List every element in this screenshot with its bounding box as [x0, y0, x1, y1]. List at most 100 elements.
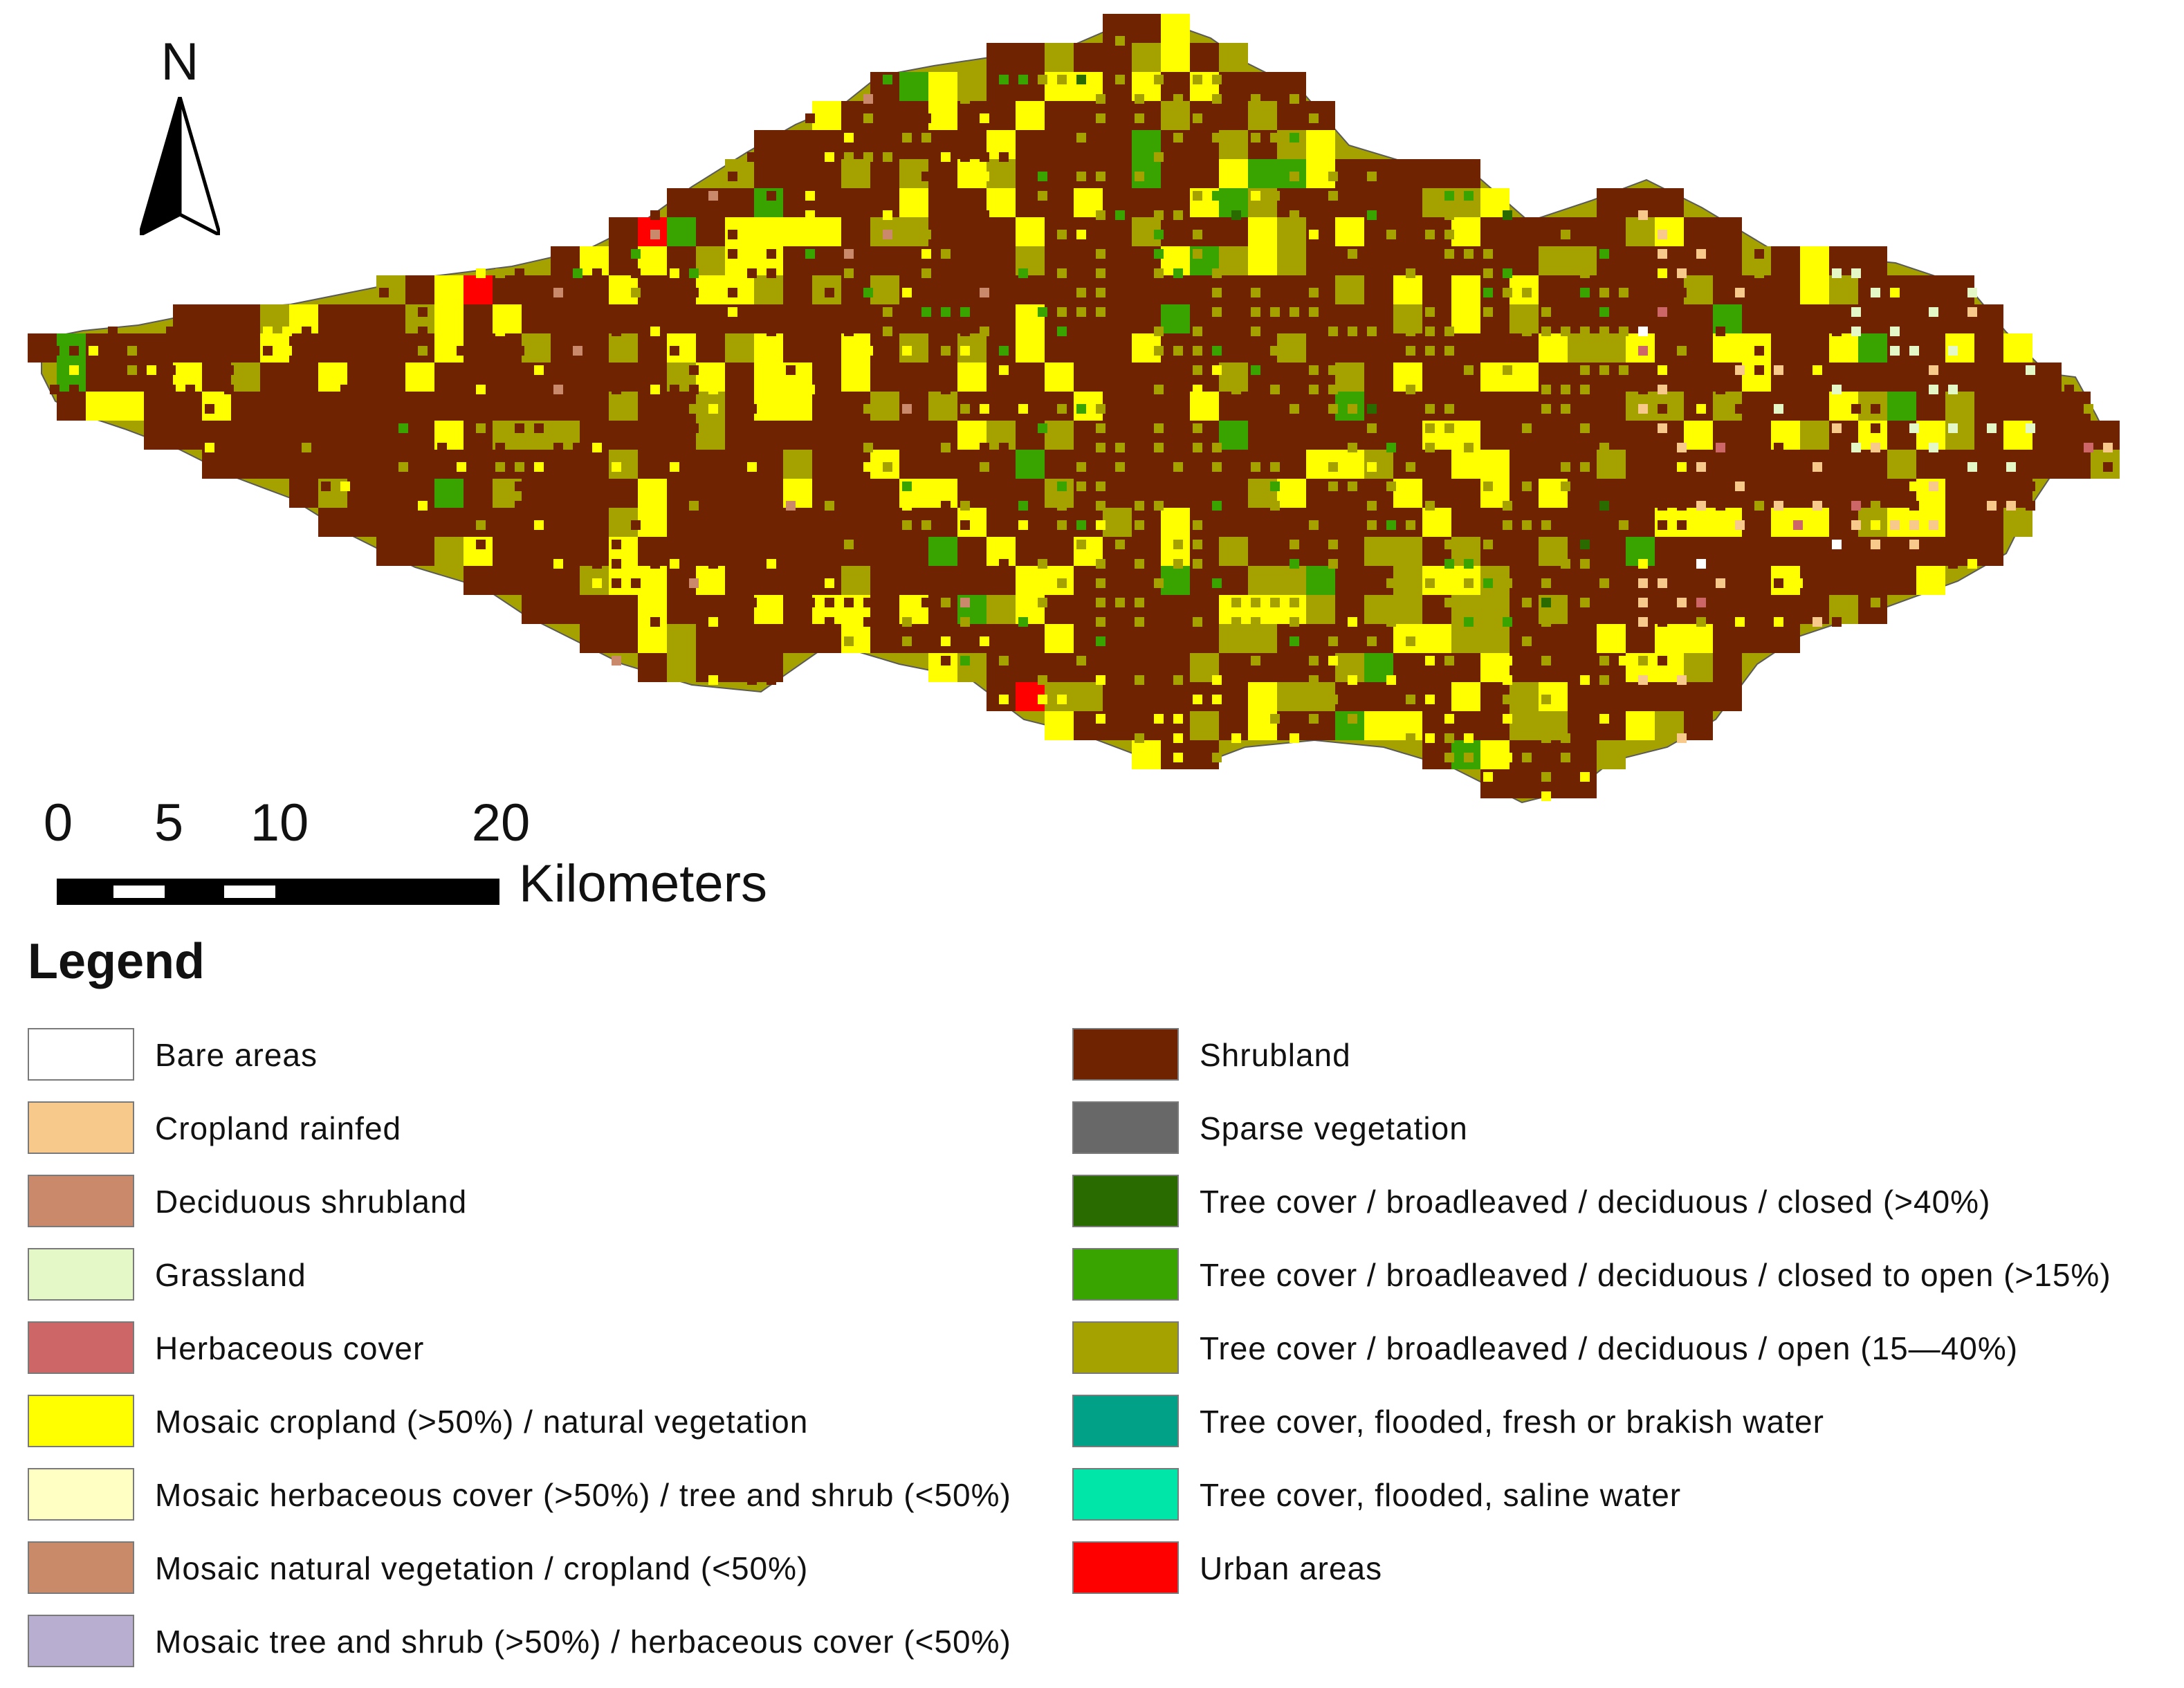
map-cell [1658, 268, 1667, 278]
map-cell [347, 392, 376, 421]
map-cell [1348, 404, 1357, 414]
map-cell [1045, 101, 1074, 130]
map-cell [987, 595, 1016, 624]
map-cell [1103, 159, 1132, 188]
map-cell [1509, 363, 1539, 392]
map-cell [987, 450, 1016, 479]
map-cell [2032, 363, 2062, 392]
map-cell [1522, 307, 1532, 317]
map-cell [1096, 443, 1105, 452]
map-cell [825, 578, 834, 588]
map-cell [1248, 682, 1277, 711]
map-cell [980, 210, 989, 220]
map-cell [1103, 43, 1132, 72]
map-cell [667, 653, 696, 682]
map-cell [609, 333, 638, 363]
map-cell [1916, 537, 1945, 566]
legend-label: Bare areas [155, 1037, 318, 1073]
map-cell [1335, 275, 1364, 304]
map-cell [1038, 695, 1047, 704]
map-cell [1328, 462, 1338, 472]
map-cell [1444, 753, 1454, 762]
map-cell [1677, 462, 1687, 472]
map-cell [1335, 566, 1364, 595]
map-cell [476, 520, 486, 530]
map-cell [1638, 385, 1648, 394]
map-cell [1871, 501, 1880, 511]
map-cell [1451, 304, 1480, 333]
map-cell [231, 304, 260, 333]
map-cell [437, 404, 447, 414]
map-cell [476, 423, 486, 433]
map-cell [1464, 559, 1474, 569]
map-cell [1364, 363, 1393, 392]
map-cell [1800, 275, 1829, 304]
map-cell [2084, 404, 2093, 414]
map-cell [1103, 711, 1132, 740]
map-cell [638, 333, 667, 363]
map-cell [1367, 172, 1377, 181]
map-cell [1173, 94, 1183, 104]
map-cell [805, 249, 815, 259]
map-cell [957, 537, 987, 566]
map-cell [980, 152, 989, 162]
map-cell [883, 133, 892, 143]
map-cell [1096, 520, 1105, 530]
map-cell [1658, 578, 1667, 588]
map-cell [1406, 268, 1415, 278]
map-cell [1568, 217, 1597, 246]
map-cell [1754, 501, 1764, 511]
map-cell [1219, 624, 1248, 653]
map-cell [1190, 711, 1219, 740]
map-cell [1638, 210, 1648, 220]
map-cell [1173, 733, 1183, 743]
north-label: N [160, 33, 199, 91]
map-cell [1626, 275, 1655, 304]
map-cell [1103, 653, 1132, 682]
map-cell [1335, 508, 1364, 537]
map-cell [1277, 653, 1306, 682]
map-cell [1444, 540, 1454, 549]
map-cell [689, 481, 699, 491]
map-cell [476, 540, 486, 549]
map-cell [1219, 421, 1248, 450]
map-cell [1270, 481, 1280, 491]
map-cell [1425, 695, 1435, 704]
map-cell [457, 462, 466, 472]
map-cell [883, 152, 892, 162]
map-cell [1076, 481, 1086, 491]
map-cell [1154, 423, 1164, 433]
legend-label: Herbaceous cover [155, 1330, 425, 1366]
map-cell [573, 443, 582, 452]
map-cell [1754, 346, 1764, 356]
map-cell [1367, 636, 1377, 646]
map-cell [1348, 617, 1357, 627]
map-cell [1251, 462, 1260, 472]
map-cell [1393, 159, 1422, 188]
map-cell [1871, 288, 1880, 297]
map-cell [960, 113, 970, 123]
map-cell [1290, 249, 1299, 259]
map-cell [670, 462, 679, 472]
map-cell [282, 327, 292, 336]
map-cell [999, 230, 1009, 239]
map-cell [86, 363, 115, 392]
map-cell [457, 346, 466, 356]
map-cell [1735, 404, 1745, 414]
map-cell [767, 675, 776, 685]
map-cell [689, 501, 699, 511]
map-cell [1735, 288, 1745, 297]
map-cell [515, 385, 524, 394]
map-cell [1212, 288, 1222, 297]
map-cell [405, 450, 434, 479]
legend-label: Tree cover / broadleaved / deciduous / c… [1200, 1184, 1991, 1220]
map-cell [638, 566, 667, 595]
map-cell [1541, 598, 1551, 607]
map-cell [1858, 566, 1887, 595]
map-cell [573, 520, 582, 530]
map-cell [1503, 288, 1512, 297]
map-cell [1619, 365, 1628, 375]
map-cell [1367, 462, 1377, 472]
map-cell [1045, 653, 1074, 682]
map-cell [667, 304, 696, 333]
